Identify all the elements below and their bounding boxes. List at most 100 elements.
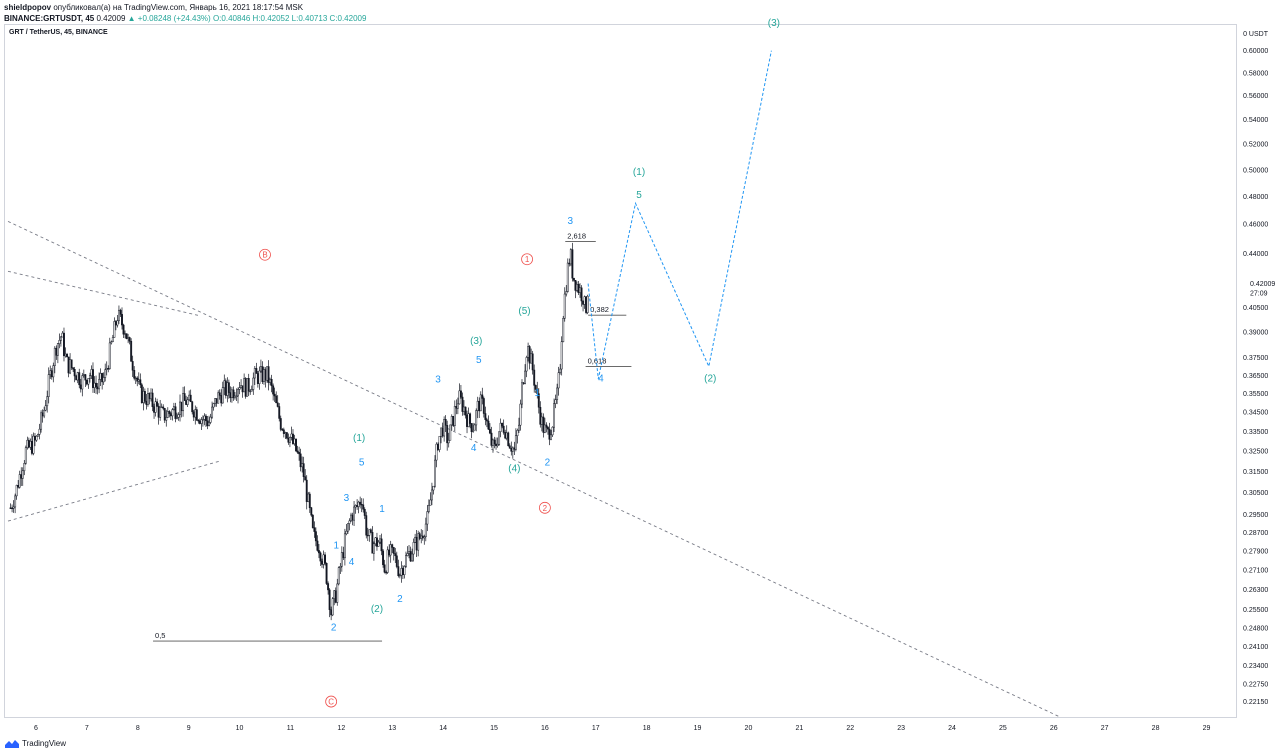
candle-body [154, 401, 157, 413]
candle-body [23, 463, 26, 472]
candle-body [223, 380, 226, 388]
candle-body [290, 433, 293, 438]
candle-body [377, 541, 380, 547]
candle-body [168, 411, 171, 414]
candle-body [110, 341, 113, 344]
candle-body [362, 504, 365, 510]
candle-body [322, 554, 325, 565]
candle-body [417, 533, 420, 551]
chart-frame[interactable] [4, 24, 1237, 718]
candle-body [414, 536, 417, 543]
candle-body [446, 425, 449, 444]
wave-label: 3 [344, 493, 350, 504]
candle-body [232, 389, 235, 399]
candle-body [206, 420, 209, 426]
candle-body [401, 568, 404, 575]
candle-body [270, 379, 273, 387]
candle-body [224, 380, 227, 396]
candle-body [63, 332, 65, 357]
y-tick: 0.24800 [1243, 625, 1268, 632]
candle-body [372, 543, 375, 554]
wave-label: (3) [470, 336, 482, 347]
candle-body [108, 342, 111, 369]
candle-body [310, 507, 313, 516]
candle-body [172, 406, 175, 410]
candle-body [337, 567, 340, 585]
candle-body [576, 283, 578, 291]
candle-body [331, 598, 334, 616]
candle-body [273, 393, 276, 397]
candle-body [229, 392, 232, 399]
candle-body [179, 401, 181, 415]
candle-body [490, 432, 493, 446]
candle-body [554, 399, 557, 404]
candle-body [369, 529, 372, 533]
candle-body [308, 493, 311, 508]
y-tick: 0.32500 [1243, 449, 1268, 456]
tradingview-brand: TradingView [22, 739, 67, 748]
fib-label: 0,382 [590, 305, 609, 314]
circle-label-ring [325, 695, 338, 708]
circle-label: 2 [543, 504, 548, 513]
candle-body [385, 571, 388, 574]
candle-body [359, 501, 362, 505]
wave-label: (2) [371, 604, 383, 615]
candle-body [493, 439, 496, 445]
candle-body [537, 393, 540, 408]
candle-body [105, 367, 108, 370]
candle-body [234, 395, 236, 399]
candle-body [405, 555, 407, 567]
last-price-tag: 0.42009 [1250, 281, 1275, 288]
tradingview-footer[interactable]: TradingView [5, 739, 66, 748]
wave-label: 4 [598, 374, 604, 385]
candle-body [43, 409, 46, 417]
candle-body [230, 389, 233, 399]
x-tick: 21 [795, 725, 803, 732]
candle-body [346, 523, 349, 532]
wave-labels: (3)(1)5(2)34(5)(3)534(4)12(1)53114(2)22B… [259, 18, 780, 708]
candle-body [498, 431, 501, 445]
candle-body [156, 401, 159, 407]
x-tick: 17 [592, 725, 600, 732]
candle-body [301, 463, 304, 468]
candle-body [269, 379, 272, 383]
candle-body [82, 374, 85, 376]
candle-body [302, 463, 305, 477]
candle-body [287, 437, 290, 443]
candle-body [122, 324, 125, 335]
candle-body [514, 435, 517, 450]
candle-body [253, 368, 256, 379]
author-name[interactable]: shieldpopov [4, 3, 52, 12]
y-tick: 0.54000 [1243, 117, 1268, 124]
candle-body [528, 346, 531, 364]
candle-body [333, 590, 336, 599]
x-tick: 11 [287, 725, 294, 732]
candle-body [217, 392, 220, 404]
last-price: 0.42009 [96, 14, 126, 23]
y-tick: 0.35500 [1243, 391, 1268, 398]
candle-body [191, 401, 194, 413]
candle-body [553, 403, 556, 428]
candle-body [478, 400, 481, 412]
candle-body [266, 366, 268, 381]
candle-body [398, 574, 401, 577]
fib-levels: 0,5 2,618 0,382 0,618 [153, 231, 632, 642]
candle-body [426, 511, 429, 525]
candle-body [521, 382, 523, 405]
candle-body [569, 249, 572, 265]
candle-body [365, 515, 368, 536]
candle-body [92, 369, 94, 388]
candle-body [492, 439, 494, 446]
candle-body [165, 417, 168, 421]
y-tick: 0.25500 [1243, 607, 1268, 614]
candle-body [267, 366, 270, 383]
y-tick: 0.46000 [1243, 222, 1268, 229]
candle-body [527, 346, 530, 358]
candle-body [240, 385, 243, 388]
y-tick: 0.26300 [1243, 587, 1268, 594]
wave-label: 5 [636, 190, 642, 201]
candle-body [572, 277, 575, 281]
wave-label: 1 [534, 388, 540, 399]
candle-body [104, 369, 107, 378]
